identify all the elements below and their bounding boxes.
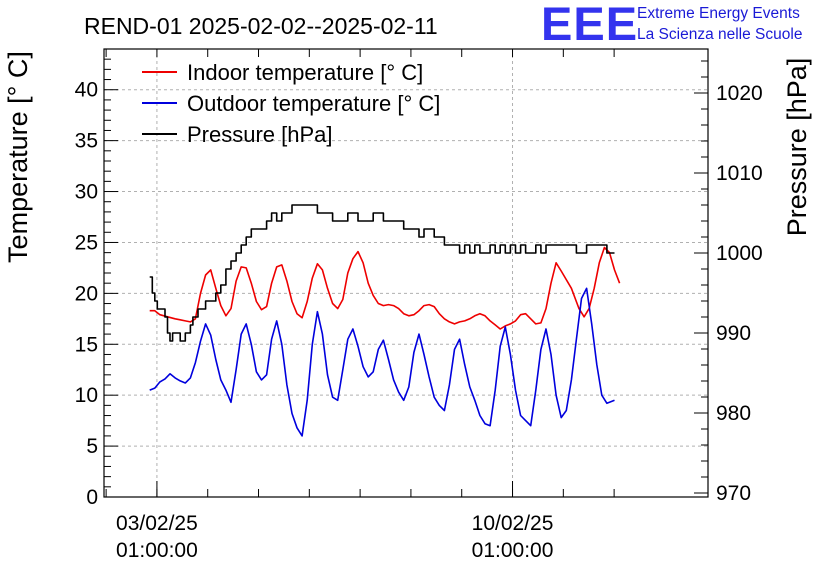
left-tick-label: 10 xyxy=(75,384,98,407)
right-axis-title: Pressure [hPa] xyxy=(782,58,812,237)
series-line-pressure xyxy=(149,204,615,342)
x-tick-time-label: 01:00:00 xyxy=(472,539,554,562)
x-tick-date-label: 10/02/25 xyxy=(472,512,554,535)
left-tick-label: 5 xyxy=(86,435,98,458)
left-tick-label: 25 xyxy=(75,231,98,254)
axis-layer: 0 5 10 15 20 25 30 35 40 970 980 990 1000 1010 1020 03/… xyxy=(75,48,763,562)
right-tick-label: 1010 xyxy=(716,162,763,185)
org-name-line1: Extreme Energy Events xyxy=(637,5,800,22)
right-tick-label: 1020 xyxy=(716,82,763,105)
org-name-line2: La Scienza nelle Scuole xyxy=(637,26,802,43)
right-tick-label: 980 xyxy=(716,402,751,425)
eee-logo-mark: EEE xyxy=(541,0,638,50)
plot-frame xyxy=(103,48,709,498)
left-tick-label: 30 xyxy=(75,181,98,204)
legend-label-outdoor: Outdoor temperature [° C] xyxy=(187,91,440,116)
right-tick-label: 1000 xyxy=(716,242,763,265)
grid-layer xyxy=(104,49,708,497)
legend: Indoor temperature [° C] Outdoor tempera… xyxy=(142,60,440,147)
left-tick-label: 40 xyxy=(75,79,98,102)
series-line-indoor-temperature xyxy=(149,246,621,330)
legend-label-indoor: Indoor temperature [° C] xyxy=(187,60,423,85)
left-axis-title: Temperature [° C] xyxy=(3,51,33,263)
series-line-outdoor-temperature xyxy=(149,287,615,437)
legend-label-pressure: Pressure [hPa] xyxy=(187,122,333,147)
right-tick-label: 970 xyxy=(716,482,751,505)
x-tick-time-label: 01:00:00 xyxy=(116,539,198,562)
chart-title: REND-01 2025-02-02--2025-02-11 xyxy=(84,13,438,39)
series-layer xyxy=(149,204,621,437)
left-tick-label: 15 xyxy=(75,333,98,356)
right-tick-label: 990 xyxy=(716,322,751,345)
left-tick-label: 35 xyxy=(75,130,98,153)
x-tick-date-label: 03/02/25 xyxy=(116,512,198,535)
left-tick-label: 0 xyxy=(86,486,98,509)
left-tick-label: 20 xyxy=(75,282,98,305)
